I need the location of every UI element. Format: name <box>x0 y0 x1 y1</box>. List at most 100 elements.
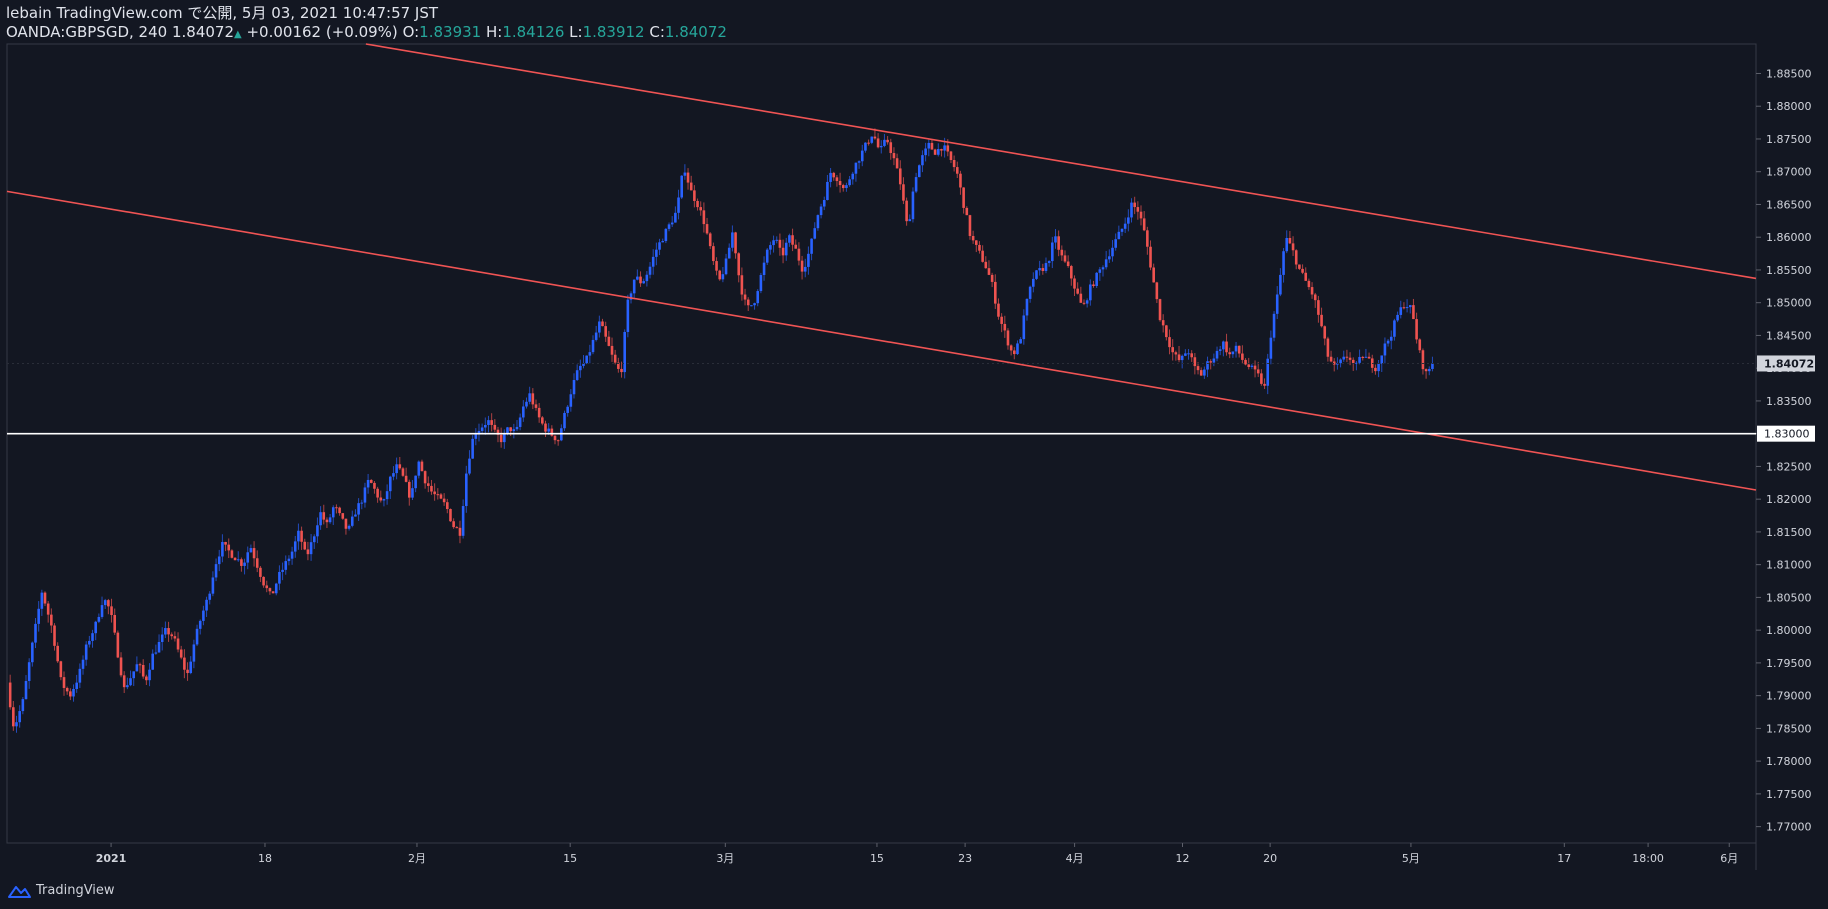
candle-body <box>1076 288 1079 294</box>
candle-body <box>591 339 595 353</box>
tradingview-logo[interactable]: TradingView <box>6 880 115 902</box>
price-tick-label: 1.78500 <box>1766 722 1812 735</box>
candle-body <box>1177 354 1181 361</box>
price-tick-label: 1.77000 <box>1766 821 1812 834</box>
candle-body <box>822 199 826 207</box>
candle-body <box>230 550 234 558</box>
price-tick-label: 1.86000 <box>1766 231 1812 244</box>
candle-body <box>34 623 37 643</box>
candle-body <box>601 321 604 327</box>
candle-body <box>331 507 335 518</box>
candle-body <box>981 250 984 262</box>
candle-body <box>442 498 446 503</box>
price-tick-label: 1.77500 <box>1766 788 1812 801</box>
candle-body <box>103 600 107 606</box>
candle-body <box>968 215 972 236</box>
candle-body <box>924 148 927 156</box>
candle-body <box>604 326 607 337</box>
candle-body <box>290 551 294 559</box>
candle-body <box>1013 350 1016 355</box>
candle-body <box>895 158 899 169</box>
candle-body <box>1374 367 1377 372</box>
candle-body <box>816 215 820 229</box>
time-tick-label: 12 <box>1176 852 1190 865</box>
candle-body <box>579 365 582 371</box>
candle-body <box>978 244 981 251</box>
candle-body <box>556 440 560 442</box>
price-tick-label: 1.86500 <box>1766 198 1812 211</box>
candle-body <box>965 207 969 216</box>
candle-body <box>658 242 661 250</box>
candle-body <box>195 628 199 645</box>
candle-body <box>921 155 924 166</box>
candle-body <box>541 417 544 424</box>
candle-body <box>927 142 931 149</box>
candle-body <box>401 468 405 476</box>
candle-body <box>388 476 392 492</box>
candle-body <box>715 261 718 271</box>
candle-body <box>883 139 886 146</box>
candle-body <box>411 488 414 498</box>
candle-body <box>100 605 104 617</box>
candle-body <box>59 661 63 678</box>
price-tick-label: 1.88500 <box>1766 67 1812 80</box>
candle-body <box>617 362 620 369</box>
candle-body <box>217 556 221 565</box>
candle-body <box>37 608 40 624</box>
candle-body <box>819 206 823 216</box>
candle-body <box>1345 356 1349 358</box>
candle-body <box>1427 368 1431 372</box>
price-tick-label: 1.80500 <box>1766 591 1812 604</box>
candle-body <box>724 258 728 275</box>
candle-body <box>1158 299 1162 321</box>
candle-body <box>734 232 737 254</box>
price-tick-label: 1.84500 <box>1766 329 1812 342</box>
time-axis[interactable]: 2021 18 2月 15 3月 15 23 4月 12 20 5月 17 18:00 6月 <box>96 843 1738 865</box>
candle-body <box>1111 247 1114 257</box>
candle-body <box>154 652 158 654</box>
candle-body <box>449 509 452 522</box>
price-tick-label: 1.87000 <box>1766 166 1812 179</box>
candle-body <box>84 644 88 660</box>
candle-body <box>379 497 383 501</box>
candle-body <box>1095 272 1098 287</box>
candle-body <box>575 370 579 380</box>
candle-body <box>69 691 72 697</box>
candle-body <box>1275 294 1279 314</box>
candle-body <box>838 181 842 186</box>
candle-body <box>1326 338 1330 357</box>
candle-body <box>873 136 877 139</box>
price-axis[interactable]: 1.88500 1.88000 1.87500 1.87000 1.86500 1.860… <box>1756 67 1815 834</box>
candle-body <box>278 571 281 584</box>
candle-body <box>1079 293 1083 303</box>
candle-body <box>810 238 813 254</box>
candle-body <box>1393 320 1396 337</box>
candle-body <box>582 363 585 366</box>
candle-body <box>835 177 839 182</box>
candle-body <box>1310 287 1314 295</box>
candle-body <box>316 525 319 537</box>
candle-body <box>553 435 557 441</box>
candle-body <box>335 507 338 509</box>
time-tick-label: 6月 <box>1720 852 1738 865</box>
time-tick-label: 5月 <box>1402 852 1420 865</box>
candle-body <box>414 475 417 489</box>
candle-body <box>943 145 946 151</box>
candle-body <box>300 530 303 542</box>
candle-body <box>1089 284 1092 301</box>
candle-body <box>841 185 845 189</box>
candle-body <box>1348 357 1352 360</box>
tradingview-brand-label: TradingView <box>36 883 115 898</box>
candle-body <box>211 577 215 594</box>
candle-body <box>940 149 943 151</box>
candle-body <box>544 423 547 432</box>
candle-body <box>598 321 601 333</box>
candle-body <box>151 653 155 670</box>
candle-body <box>1085 300 1089 304</box>
candle-body <box>680 175 684 198</box>
candle-body <box>141 664 145 677</box>
candle-body <box>157 641 161 653</box>
candle-body <box>848 179 851 186</box>
candle-body <box>135 664 139 672</box>
